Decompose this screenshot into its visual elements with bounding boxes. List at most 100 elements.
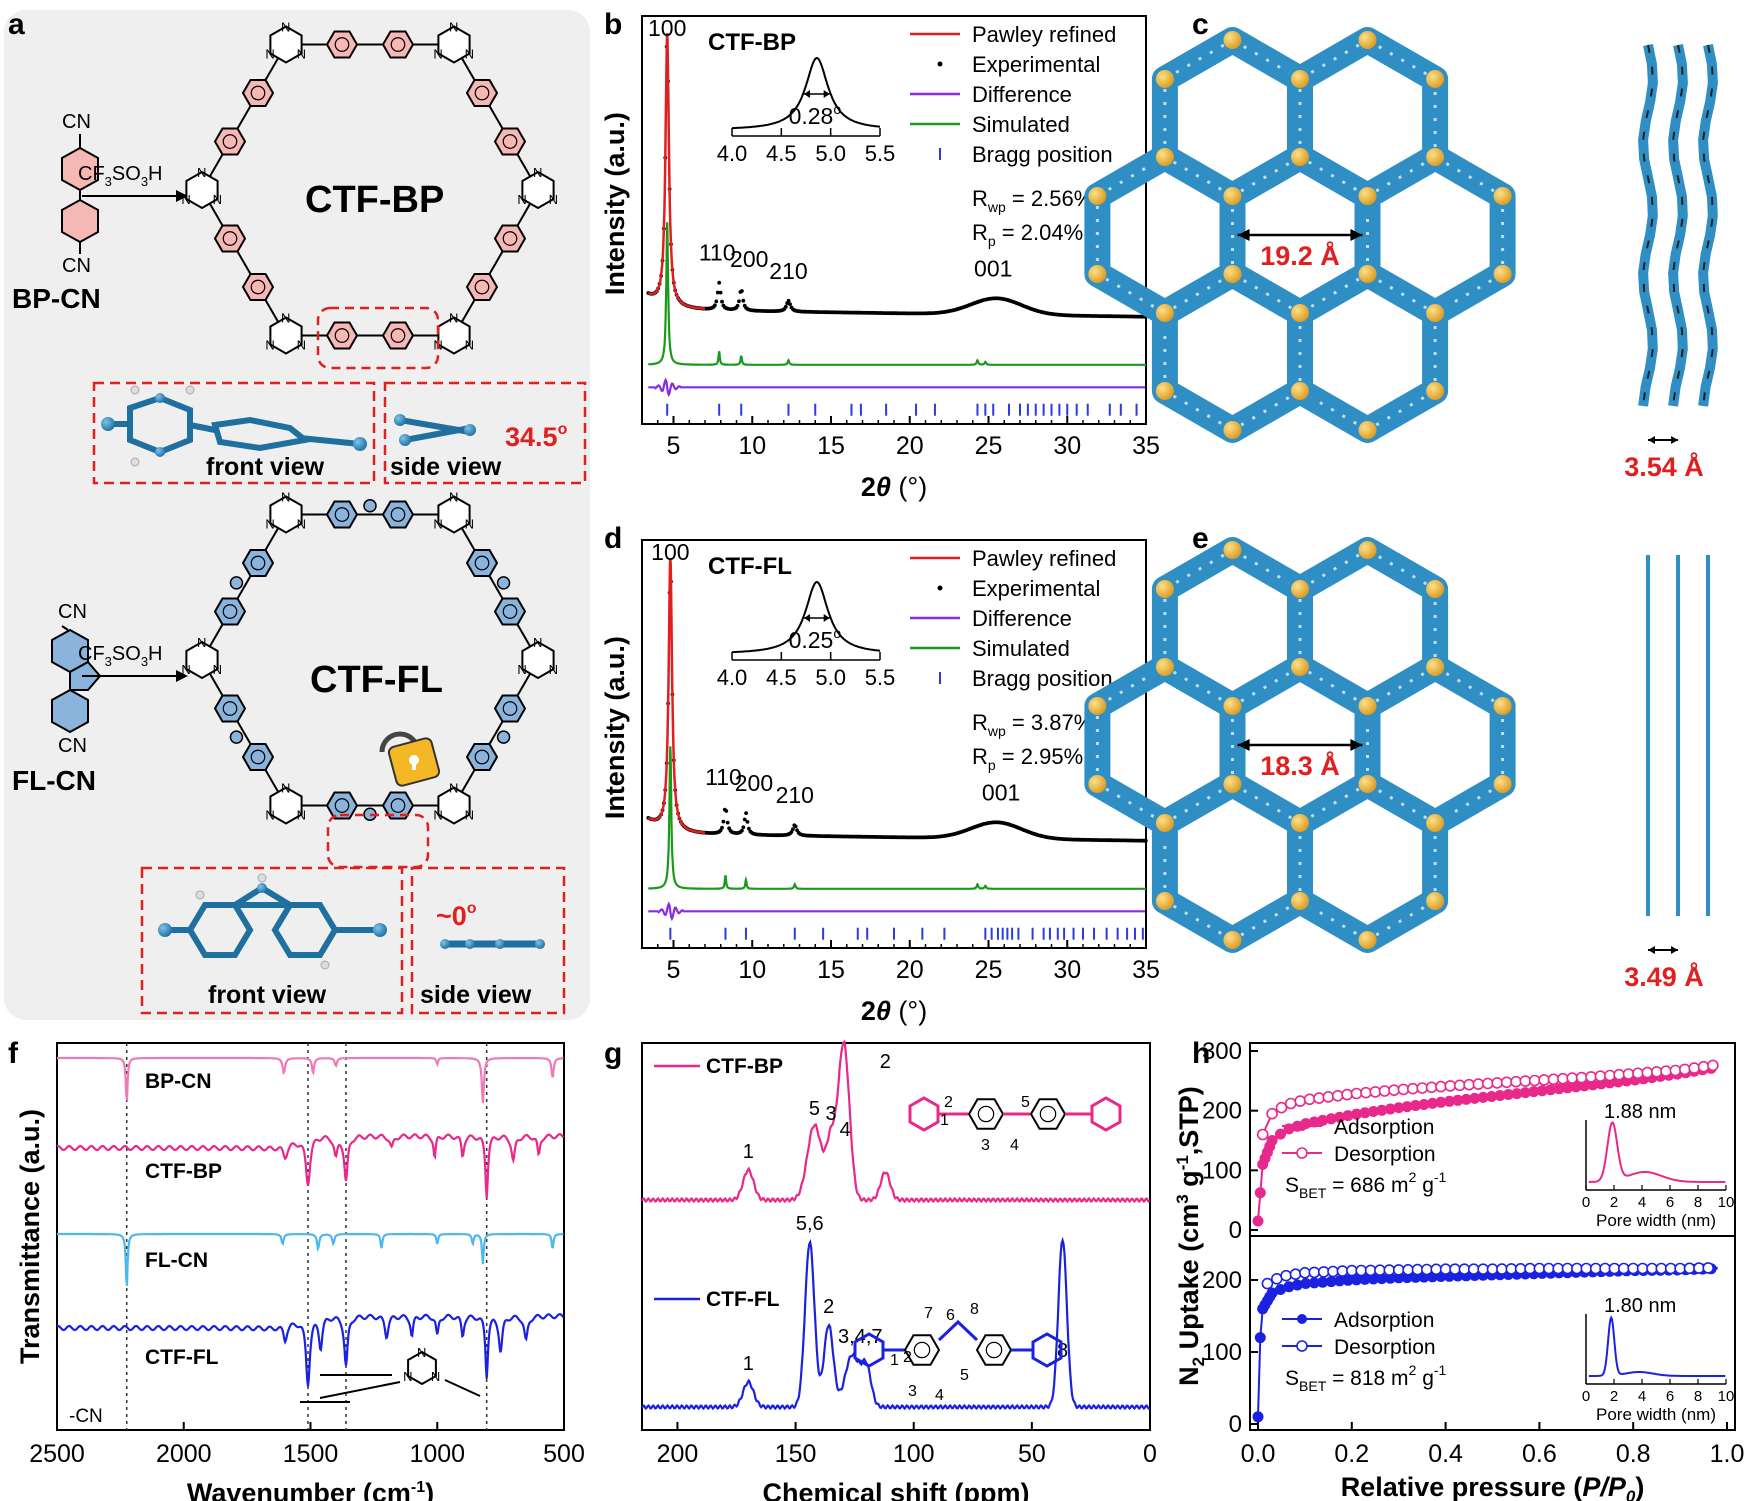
experimental-point	[786, 298, 791, 303]
x-axis-label-part: θ	[876, 996, 891, 1026]
peak-label: 110	[705, 764, 742, 790]
pore-size-label: 1.88 nm	[1604, 1101, 1676, 1123]
experimental-point	[791, 827, 795, 831]
y-axis-label-part: Uptake (cm	[1174, 1204, 1204, 1357]
annotation-arrow	[444, 1379, 481, 1397]
experimental-point	[789, 830, 794, 834]
stat-part: = 2.95%	[996, 744, 1083, 769]
bond-line	[201, 189, 287, 336]
bp-side-view-box	[383, 381, 587, 485]
nitrogen-atom-label: N	[181, 192, 190, 207]
nitrogen-atom	[1291, 580, 1309, 598]
desorption-point	[1430, 1263, 1442, 1276]
desorption-point	[1683, 1262, 1696, 1275]
methylene-bridge	[229, 576, 244, 590]
pore-arrowhead	[1350, 229, 1363, 241]
inset-tick-label: 5.5	[865, 141, 896, 166]
desorption-point	[1585, 1071, 1597, 1083]
adsorption-point	[1252, 1411, 1264, 1423]
y-axis-label: Transmittance (a.u.)	[15, 1109, 45, 1364]
legend-label: Adsorption	[1334, 1116, 1434, 1139]
atom-number-label: 3	[908, 1383, 917, 1400]
desorption-point	[1702, 1262, 1714, 1274]
desorption-point	[1519, 1075, 1532, 1087]
experimental-point	[720, 299, 724, 304]
nitrogen-atom-label: N	[433, 807, 442, 822]
pore-size-label: 19.2 Å	[1260, 240, 1340, 271]
benzene-ring-icon	[465, 273, 499, 301]
sbet-label: SBET = 818 m2 g-1	[1285, 1362, 1447, 1394]
nitrogen-atom-label: N	[403, 1369, 412, 1384]
nitrogen-atom-label: N	[449, 490, 458, 505]
difference-line	[648, 377, 1146, 398]
adsorption-point	[1254, 1187, 1266, 1199]
aromatic-circle	[502, 604, 518, 619]
desorption-point	[1256, 1128, 1269, 1141]
stat-part: p	[988, 757, 996, 773]
atom-number-label: 5	[960, 1367, 969, 1384]
series-label: FL-CN	[145, 1249, 208, 1272]
peak-label: 2	[880, 1051, 891, 1073]
x-tick-label: 35	[1132, 432, 1160, 460]
fl-side-view-model	[440, 939, 545, 949]
nitrogen-atom-label: N	[431, 1369, 440, 1384]
desorption-point	[1378, 1085, 1391, 1097]
plot-frame	[641, 1042, 1151, 1431]
benzene-ring-icon	[493, 224, 527, 253]
nitrogen-atom-label: N	[517, 192, 526, 207]
nitrogen-atom-label: N	[449, 20, 458, 35]
desorption-point	[1500, 1076, 1513, 1089]
linker-highlight-box	[316, 306, 440, 370]
x-tick-label: 0	[1143, 1440, 1157, 1468]
triazine-ring-icon	[185, 640, 219, 680]
benzene-ring-icon	[465, 549, 499, 577]
experimental-point	[717, 280, 722, 285]
experimental-point	[741, 825, 746, 830]
rp-label: Rp = 2.95%	[972, 744, 1083, 773]
inset-tick-label: 2	[1610, 1194, 1618, 1211]
experimental-point	[715, 290, 720, 295]
desorption-point	[1599, 1262, 1611, 1275]
nitrogen-atom-label: N	[281, 20, 290, 35]
aromatic-circle	[334, 507, 350, 522]
desorption-point	[1261, 1277, 1274, 1290]
pore-wall	[1287, 537, 1449, 719]
bp-front-view-label: front view	[206, 453, 325, 481]
desorption-point	[1557, 1072, 1569, 1085]
plot-frame	[1249, 1235, 1736, 1431]
atom-number-label: 1	[890, 1352, 899, 1369]
nitrogen-atom	[1155, 304, 1174, 322]
x-tick-label: 30	[1053, 432, 1081, 460]
legend-label: Experimental	[972, 576, 1100, 601]
adsorption-line	[1257, 1066, 1718, 1222]
desorption-point	[1632, 1067, 1644, 1080]
x-tick-label: 15	[817, 956, 845, 984]
nitrogen-atom-label: N	[449, 310, 458, 325]
series-label: CTF-BP	[706, 1055, 783, 1078]
stacked-layer-detail	[1642, 44, 1654, 407]
nitrogen-atom	[1155, 580, 1174, 598]
triazine-ring-icon	[269, 316, 303, 355]
experimental-point	[724, 809, 729, 813]
y-tick-label: 100	[1202, 1157, 1242, 1184]
aromatic-circle	[502, 134, 518, 149]
bond-line	[453, 44, 539, 191]
nitrogen-atom	[1155, 70, 1174, 88]
benzene-ring-icon	[325, 791, 359, 820]
sbet-label: SBET = 686 m2 g-1	[1285, 1169, 1447, 1201]
nitrogen-atom	[1426, 148, 1445, 166]
desorption-point	[1552, 1262, 1564, 1275]
pore-distribution-line	[1588, 1121, 1726, 1183]
x-tick-label: 50	[1018, 1440, 1046, 1468]
y-tick-label: 200	[1202, 1098, 1242, 1125]
desorption-point	[1285, 1097, 1297, 1110]
aromatic-circle	[334, 328, 350, 343]
bp-side-view-model	[394, 414, 476, 446]
peak-label: 001	[982, 780, 1020, 806]
x-tick-label: 1.0	[1710, 1440, 1745, 1468]
aromatic-circle	[222, 231, 238, 246]
inset-tick-label: 4.5	[766, 141, 797, 166]
legend-label: Difference	[972, 606, 1072, 631]
aromatic-circle	[474, 749, 490, 765]
nitrogen-atom	[1155, 658, 1174, 676]
